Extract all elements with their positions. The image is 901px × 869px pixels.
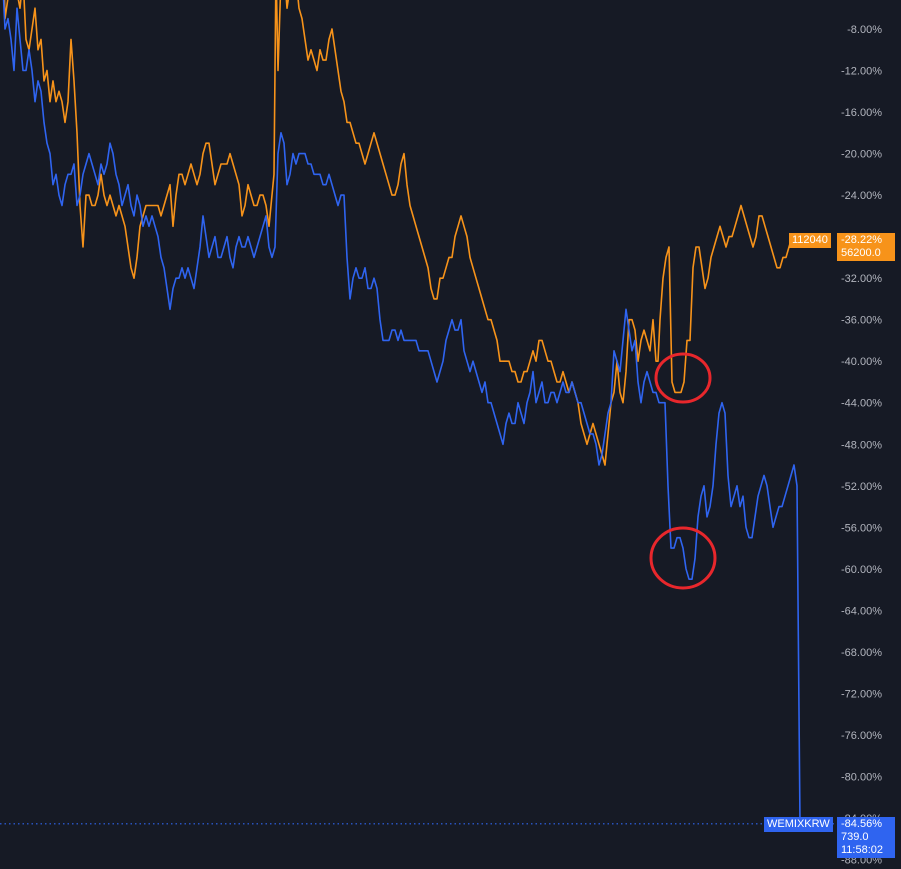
series-line-112040 bbox=[3, 0, 796, 466]
y-tick-label: -40.00% bbox=[841, 356, 882, 368]
y-tick-label: -16.00% bbox=[841, 107, 882, 119]
series-line-wemixkrw bbox=[2, 0, 801, 824]
y-tick-label: -76.00% bbox=[841, 730, 882, 742]
y-tick-label: -32.00% bbox=[841, 273, 882, 285]
series-112040-change-label: -28.22% bbox=[841, 234, 882, 246]
annotation-circle bbox=[649, 526, 717, 590]
y-tick-label: -24.00% bbox=[841, 190, 882, 202]
y-tick-label: -52.00% bbox=[841, 481, 882, 493]
y-tick-label: -56.00% bbox=[841, 522, 882, 534]
series-112040-price-label: 56200.0 bbox=[841, 247, 881, 259]
y-tick-label: -44.00% bbox=[841, 398, 882, 410]
series-wemixkrw-value-badge: -84.56% 739.0 11:58:02 bbox=[837, 817, 895, 858]
series-wemixkrw-symbol-badge: WEMIXKRW bbox=[764, 817, 833, 832]
series-lines bbox=[2, 0, 801, 824]
y-tick-label: -20.00% bbox=[841, 149, 882, 161]
series-112040-symbol-badge: 112040 bbox=[789, 233, 831, 248]
y-tick-label: -64.00% bbox=[841, 605, 882, 617]
y-tick-label: -12.00% bbox=[841, 66, 882, 78]
y-tick-label: -80.00% bbox=[841, 771, 882, 783]
y-tick-label: -8.00% bbox=[847, 24, 882, 36]
series-wemixkrw-change-label: -84.56% bbox=[841, 818, 882, 830]
y-axis: -8.00%-12.00%-16.00%-20.00%-24.00%-28.00… bbox=[0, 24, 882, 867]
y-tick-label: -48.00% bbox=[841, 439, 882, 451]
annotation-circle bbox=[654, 352, 712, 404]
series-wemixkrw-price-label: 739.0 bbox=[841, 831, 869, 843]
y-tick-label: -72.00% bbox=[841, 688, 882, 700]
annotations bbox=[649, 352, 717, 590]
series-wemixkrw-time-label: 11:58:02 bbox=[841, 844, 884, 856]
y-tick-label: -36.00% bbox=[841, 315, 882, 327]
y-tick-label: -60.00% bbox=[841, 564, 882, 576]
series-112040-value-badge: -28.22% 56200.0 bbox=[837, 233, 895, 261]
y-tick-label: -68.00% bbox=[841, 647, 882, 659]
